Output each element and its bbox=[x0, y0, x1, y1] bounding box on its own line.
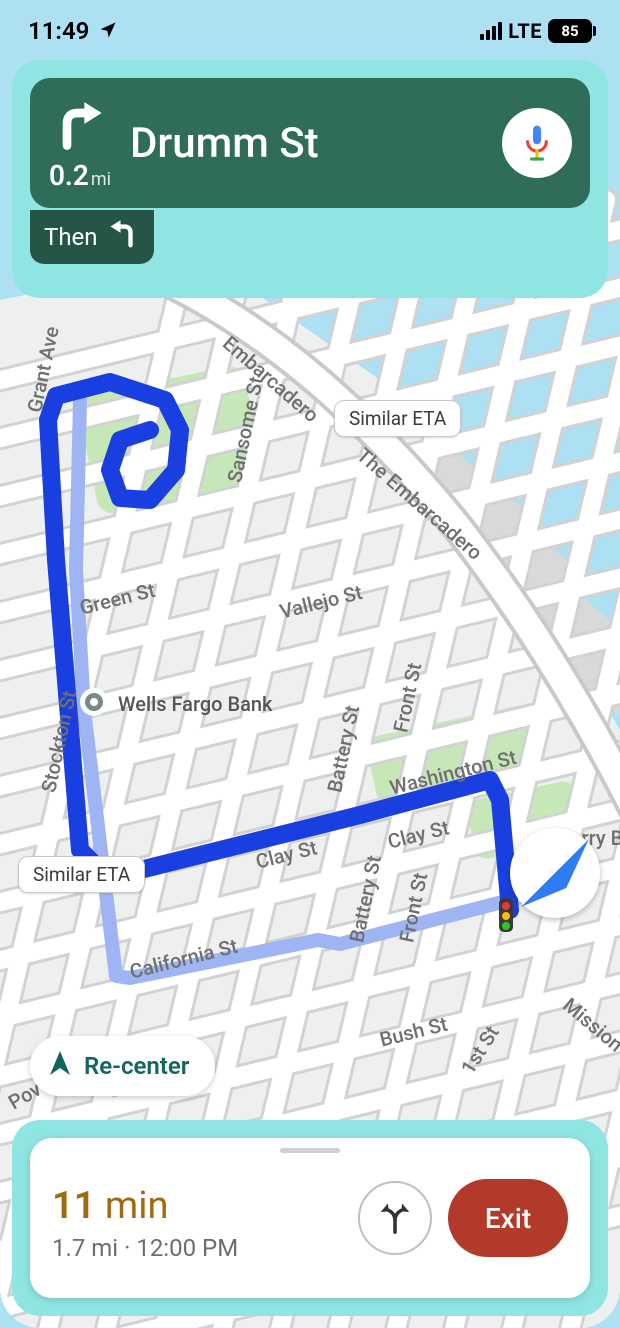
recenter-button[interactable]: Re-center bbox=[30, 1036, 215, 1096]
location-services-icon bbox=[99, 17, 117, 45]
status-bar: 11:49 LTE 85 bbox=[0, 0, 620, 54]
recenter-label: Re-center bbox=[84, 1052, 189, 1080]
turn-left-icon bbox=[108, 219, 138, 255]
turn-right-icon bbox=[54, 100, 106, 161]
then-label: Then bbox=[44, 223, 98, 251]
exit-navigation-button[interactable]: Exit bbox=[448, 1179, 568, 1257]
voice-search-button[interactable] bbox=[502, 108, 572, 178]
eta-duration: 11 min bbox=[52, 1183, 358, 1231]
navigation-direction-card[interactable]: 0.2mi Drumm St bbox=[30, 78, 590, 208]
battery-icon: 85 bbox=[548, 19, 592, 43]
status-time: 11:49 bbox=[28, 17, 117, 45]
turn-distance: 0.2mi bbox=[49, 159, 111, 192]
cell-signal-icon bbox=[480, 22, 502, 40]
next-street-name: Drumm St bbox=[130, 78, 502, 208]
eta-distance-arrival: 1.7 mi · 12:00 PM bbox=[52, 1233, 358, 1263]
navigation-arrow-button[interactable] bbox=[510, 828, 600, 918]
sheet-drag-handle[interactable] bbox=[280, 1148, 340, 1153]
compass-up-icon bbox=[48, 1050, 72, 1082]
eta-bottom-sheet[interactable]: 11 min 1.7 mi · 12:00 PM Exit bbox=[30, 1138, 590, 1298]
then-direction-chip[interactable]: Then bbox=[30, 210, 154, 264]
poi-wells-fargo: Wells Fargo Bank bbox=[118, 692, 272, 716]
alternate-routes-button[interactable] bbox=[358, 1181, 432, 1255]
alt-eta-tooltip-2: Similar ETA bbox=[18, 856, 145, 893]
alt-eta-tooltip-1: Similar ETA bbox=[334, 400, 461, 437]
network-label: LTE bbox=[508, 19, 542, 43]
